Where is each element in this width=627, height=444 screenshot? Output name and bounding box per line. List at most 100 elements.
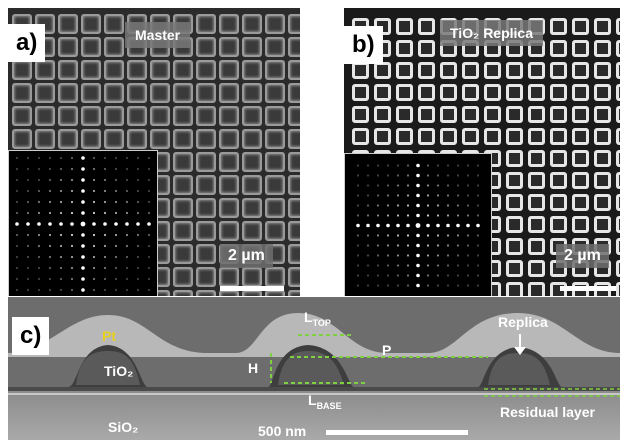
fft-spot — [416, 163, 420, 168]
fft-spot — [436, 244, 440, 247]
fft-spot — [376, 223, 380, 228]
fft-spot — [59, 266, 63, 270]
fft-spot — [125, 233, 129, 237]
square-feature — [440, 84, 457, 101]
fft-spot — [456, 174, 460, 177]
square-feature — [616, 40, 620, 57]
fft-spot — [376, 194, 380, 197]
fft-spot — [406, 254, 410, 257]
fft-spot — [48, 277, 52, 281]
fft-spot — [436, 284, 440, 287]
square-feature — [127, 83, 147, 103]
square-feature — [594, 194, 611, 211]
fft-spot — [81, 277, 85, 281]
square-feature — [528, 216, 545, 233]
fft-spot — [416, 203, 420, 208]
square-feature — [550, 84, 567, 101]
fft-spot — [396, 174, 400, 177]
fft-spot — [59, 222, 63, 226]
fft-spot — [37, 200, 41, 204]
fft-spot — [446, 254, 450, 257]
square-feature — [616, 238, 620, 255]
fft-spot — [456, 274, 460, 277]
fft-spot — [396, 194, 400, 197]
square-feature — [594, 84, 611, 101]
square-feature — [150, 129, 170, 149]
square-feature — [288, 60, 300, 80]
fft-spot — [125, 189, 129, 193]
fft-spot — [466, 164, 470, 167]
fft-spot — [416, 263, 420, 268]
square-feature — [35, 129, 55, 149]
square-feature — [265, 290, 285, 296]
fft-spot — [114, 255, 118, 259]
fft-spot — [356, 184, 360, 187]
fft-spot — [416, 213, 420, 218]
square-feature — [173, 290, 193, 296]
fft-spot — [386, 164, 390, 167]
fft-spot — [136, 167, 140, 171]
fft-spot — [386, 223, 390, 228]
square-feature — [572, 216, 589, 233]
fft-spot — [92, 277, 96, 281]
fft-spot — [147, 255, 151, 259]
square-feature — [104, 60, 124, 80]
fft-spot — [70, 244, 74, 248]
fft-spot — [37, 233, 41, 237]
fft-spot — [396, 244, 400, 247]
fft-spot — [406, 234, 410, 237]
tio2-label: TiO₂ — [104, 363, 134, 379]
fft-spot — [466, 174, 470, 177]
square-feature — [352, 84, 369, 101]
fft-spot — [136, 200, 140, 204]
fft-spot — [396, 184, 400, 187]
fft-spot — [48, 233, 52, 237]
fft-spot — [70, 233, 74, 237]
fft-spot — [81, 167, 85, 171]
square-feature — [462, 128, 479, 145]
square-feature — [173, 60, 193, 80]
square-feature — [484, 106, 501, 123]
square-feature — [374, 106, 391, 123]
square-feature — [288, 198, 300, 218]
fft-spot — [125, 156, 129, 160]
square-feature — [81, 129, 101, 149]
fft-spot — [48, 156, 52, 160]
square-feature — [265, 221, 285, 241]
fft-spot — [70, 211, 74, 215]
square-feature — [265, 267, 285, 287]
fft-spot — [37, 244, 41, 248]
fft-spot — [59, 211, 63, 215]
square-feature — [242, 267, 262, 287]
fft-spot — [366, 174, 370, 177]
square-feature — [528, 84, 545, 101]
square-feature — [288, 244, 300, 264]
fft-spot — [92, 233, 96, 237]
square-feature — [196, 152, 216, 172]
fft-spot — [147, 244, 151, 248]
fft-spot — [59, 244, 63, 248]
square-feature — [594, 40, 611, 57]
fft-spot — [103, 233, 107, 237]
square-feature — [288, 106, 300, 126]
fft-spot — [81, 244, 85, 248]
fft-spot — [406, 274, 410, 277]
fft-spot — [426, 264, 430, 267]
fft-spot — [37, 255, 41, 259]
fft-spot — [356, 194, 360, 197]
fft-spot — [103, 277, 107, 281]
square-feature — [506, 128, 523, 145]
fft-spot — [92, 255, 96, 259]
fft-spot — [406, 174, 410, 177]
fft-spot — [70, 189, 74, 193]
fft-spot — [15, 200, 19, 204]
fft-spot — [37, 211, 41, 215]
fft-spot — [15, 288, 19, 292]
fft-spot — [356, 174, 360, 177]
fft-spot — [476, 164, 480, 167]
square-feature — [506, 194, 523, 211]
square-feature — [173, 267, 193, 287]
square-feature — [196, 221, 216, 241]
fft-spot — [48, 167, 52, 171]
square-feature — [550, 150, 567, 167]
